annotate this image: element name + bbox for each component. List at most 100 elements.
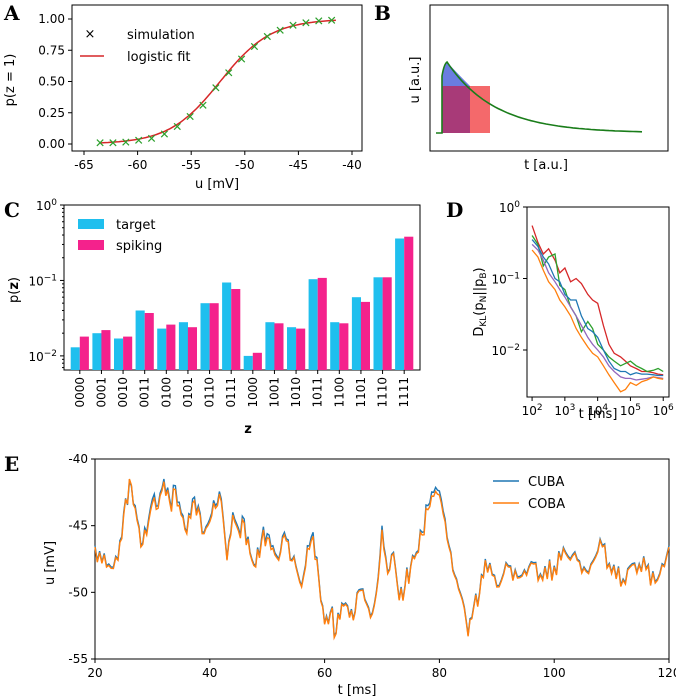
kl-series-line: [531, 243, 664, 381]
y-tick-label: 1.00: [38, 12, 65, 26]
panel-c: C 0000 0001 0010 0011 0100 0101 0110 0111 1000 10…: [4, 198, 421, 437]
category-label: 0101: [181, 377, 195, 408]
simulation-point: [186, 112, 194, 121]
category-label: 1110: [376, 377, 390, 408]
kl-series-line: [531, 239, 664, 377]
x-tick-label: 105: [620, 403, 641, 418]
simulation-point: [250, 42, 259, 51]
panel-d-ticks: 102 103 104 105 106 10−2 10−1 100: [491, 200, 674, 418]
spiking-bar: [339, 323, 349, 370]
panel-d-xlabel: t [ms]: [579, 407, 618, 422]
psp-curve: [436, 60, 643, 134]
y-tick-label: -40: [68, 452, 88, 466]
spiking-bar: [382, 277, 392, 370]
target-bar: [351, 297, 361, 370]
simulation-point: [96, 139, 104, 147]
legend-fit-label: logistic fit: [127, 50, 190, 65]
target-bar: [395, 238, 405, 370]
legend-target-swatch: [78, 219, 104, 229]
panel-c-xlabel: z: [244, 422, 252, 437]
simulation-point: [160, 130, 169, 138]
legend-spiking-swatch: [78, 240, 104, 250]
category-label: 1111: [397, 377, 411, 408]
simulation-point: [328, 16, 336, 24]
spiking-bar: [144, 313, 154, 370]
simulation-point: [109, 139, 117, 147]
legend-cuba-label: CUBA: [528, 475, 565, 490]
panel-e-ticks: 20 40 60 80 100 120 -40 -45 -50 -55: [68, 452, 676, 680]
y-tick-label: 10−1: [491, 271, 520, 286]
x-tick-label: -55: [181, 158, 201, 172]
panel-a-frame: [71, 4, 363, 152]
spiking-bar: [360, 301, 370, 370]
legend-coba-label: COBA: [528, 497, 565, 512]
y-tick-label: 10−1: [28, 273, 57, 288]
panel-e-legend: CUBA COBA: [493, 475, 565, 512]
target-bar: [243, 355, 253, 370]
spiking-bar: [209, 303, 219, 370]
panel-d-lines: [531, 225, 664, 393]
category-label: 1100: [332, 377, 346, 408]
target-bar: [287, 327, 297, 370]
category-label: 0000: [73, 377, 87, 408]
x-tick-label: -65: [74, 158, 94, 172]
simulation-point: [225, 69, 233, 77]
y-tick-label: 100: [36, 198, 57, 213]
target-bar: [200, 303, 210, 370]
category-label: 1101: [354, 377, 368, 408]
x-tick-label: -40: [342, 158, 362, 172]
category-label: 0011: [138, 377, 152, 408]
legend-simulation-marker-icon: ×: [85, 27, 96, 42]
target-bar: [70, 347, 80, 370]
panel-d-frame: [526, 206, 670, 398]
spiking-bar: [252, 352, 262, 370]
y-tick-label: 10−2: [491, 343, 520, 358]
panel-c-bars: [70, 236, 414, 370]
target-bar: [114, 338, 124, 370]
target-bar: [92, 333, 102, 370]
simulation-point: [276, 26, 284, 34]
kl-series-line: [531, 225, 664, 376]
x-tick-label: 104: [587, 403, 608, 418]
panel-b-frame: [429, 4, 669, 152]
x-tick-label: -60: [128, 158, 148, 172]
simulation-point: [199, 101, 207, 109]
panel-c-legend: target spiking: [78, 218, 162, 254]
kl-series-line: [531, 249, 664, 393]
spiking-bar: [274, 323, 284, 370]
x-tick-label: 100: [543, 666, 566, 680]
x-tick-label: 120: [658, 666, 676, 680]
legend-target-label: target: [116, 218, 156, 233]
panel-b-letter: B: [374, 1, 391, 25]
legend-simulation-label: simulation: [127, 28, 195, 43]
y-tick-label: 0.75: [38, 43, 65, 57]
CUBA-trace: [94, 478, 670, 637]
spiking-bar: [231, 289, 241, 370]
simulation-point: [212, 84, 220, 92]
simulation-point: [173, 122, 181, 131]
category-label: 1010: [289, 377, 303, 408]
target-bar: [330, 322, 340, 370]
spiking-bar: [166, 324, 176, 370]
panel-e-xlabel: t [ms]: [338, 683, 377, 697]
panel-d-letter: D: [446, 198, 463, 222]
panel-e-lines: [94, 478, 670, 641]
category-label: 0001: [94, 377, 108, 408]
panel-a-ticks: -65 -60 -55 -50 -45 -40 0.00 0.25 0.50 0.75 1.00: [38, 12, 362, 172]
panel-e: E 20 40 60 80 100 120 -40 -45 -50 -55 CUBA COBA t…: [4, 452, 676, 697]
panel-b-ylabel: u [a.u.]: [408, 57, 423, 104]
panel-c-letter: C: [4, 198, 20, 222]
simulation-point: [135, 136, 143, 144]
y-tick-label: 0.00: [38, 137, 65, 151]
spiking-bar: [296, 328, 306, 370]
x-tick-label: 103: [554, 403, 575, 418]
x-tick-label: -45: [289, 158, 309, 172]
target-bar: [178, 322, 188, 370]
target-bar: [373, 277, 383, 370]
overlap-region: [442, 86, 470, 133]
x-tick-label: 60: [317, 666, 332, 680]
x-tick-label: 40: [202, 666, 217, 680]
category-label: 0110: [203, 377, 217, 408]
simulation-point: [289, 21, 297, 29]
